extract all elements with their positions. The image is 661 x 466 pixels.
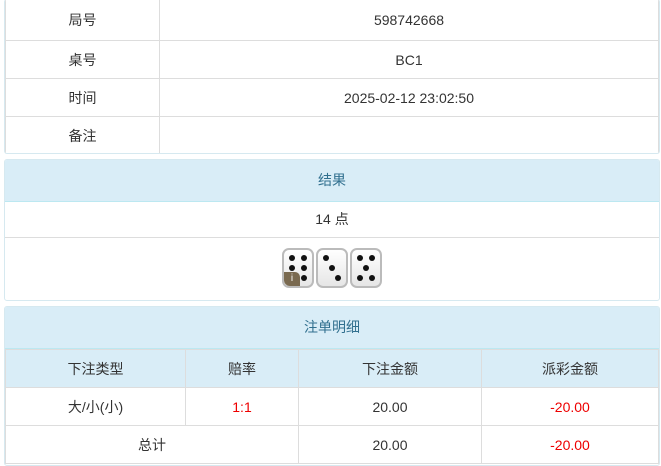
total-label: 总计 <box>5 425 299 464</box>
total-row: 总计 20.00 -20.00 <box>5 425 659 464</box>
header-bet-amount: 下注金额 <box>298 349 482 388</box>
bet-details-table: 下注类型 赔率 下注金额 派彩金额 大/小(小) 1:1 20.00 -20.0… <box>5 349 659 464</box>
dice-row: i <box>5 238 659 291</box>
total-amount: 20.00 <box>298 425 482 464</box>
header-bet-type: 下注类型 <box>5 349 186 388</box>
die-pip <box>289 254 296 261</box>
die-pip <box>363 265 369 271</box>
round-id-label: 局号 <box>5 0 160 41</box>
bet-type: 大/小(小) <box>5 387 186 426</box>
time-value: 2025-02-12 23:02:50 <box>159 78 659 117</box>
die-pip <box>300 254 307 261</box>
die-pip <box>368 254 375 261</box>
die-pip <box>357 275 364 282</box>
die-pip <box>368 275 375 282</box>
dice-group: i <box>282 248 382 288</box>
die-pip <box>329 265 335 271</box>
die-5 <box>350 248 382 288</box>
table-id-label: 桌号 <box>5 40 160 79</box>
bet-payout: -20.00 <box>481 387 659 426</box>
die-pip <box>323 254 330 261</box>
remark-value <box>159 116 659 153</box>
die-3 <box>316 248 348 288</box>
die-pip <box>334 275 341 282</box>
info-icon[interactable]: i <box>284 272 300 286</box>
table-id-value: BC1 <box>159 40 659 79</box>
bet-details-panel: 注单明细 下注类型 赔率 下注金额 派彩金额 大/小(小) 1:1 20.00 … <box>4 306 660 466</box>
die-pip <box>300 275 307 282</box>
remark-label: 备注 <box>5 116 160 153</box>
bet-amount: 20.00 <box>298 387 482 426</box>
result-title: 结果 <box>5 160 659 202</box>
time-label: 时间 <box>5 78 160 117</box>
round-id-row: 局号 598742668 <box>5 0 659 41</box>
die-pip <box>357 254 364 261</box>
bet-odds: 1:1 <box>185 387 299 426</box>
round-id-value: 598742668 <box>159 0 659 41</box>
remark-row: 备注 <box>5 116 659 153</box>
total-payout: -20.00 <box>481 425 659 464</box>
bet-header-row: 下注类型 赔率 下注金额 派彩金额 <box>5 349 659 388</box>
round-info-table: 局号 598742668 桌号 BC1 时间 2025-02-12 23:02:50 … <box>5 0 659 153</box>
round-info-panel: 局号 598742668 桌号 BC1 时间 2025-02-12 23:02:50 … <box>4 0 660 154</box>
table-id-row: 桌号 BC1 <box>5 40 659 79</box>
header-payout: 派彩金额 <box>481 349 659 388</box>
bet-details-title: 注单明细 <box>5 307 659 349</box>
result-panel: 结果 14 点 i <box>4 159 660 301</box>
time-row: 时间 2025-02-12 23:02:50 <box>5 78 659 117</box>
bet-row: 大/小(小) 1:1 20.00 -20.00 <box>5 387 659 426</box>
die-pip <box>289 265 296 271</box>
result-points: 14 点 <box>5 202 659 238</box>
die-6: i <box>282 248 314 288</box>
die-pip <box>300 265 307 271</box>
header-odds: 赔率 <box>185 349 299 388</box>
